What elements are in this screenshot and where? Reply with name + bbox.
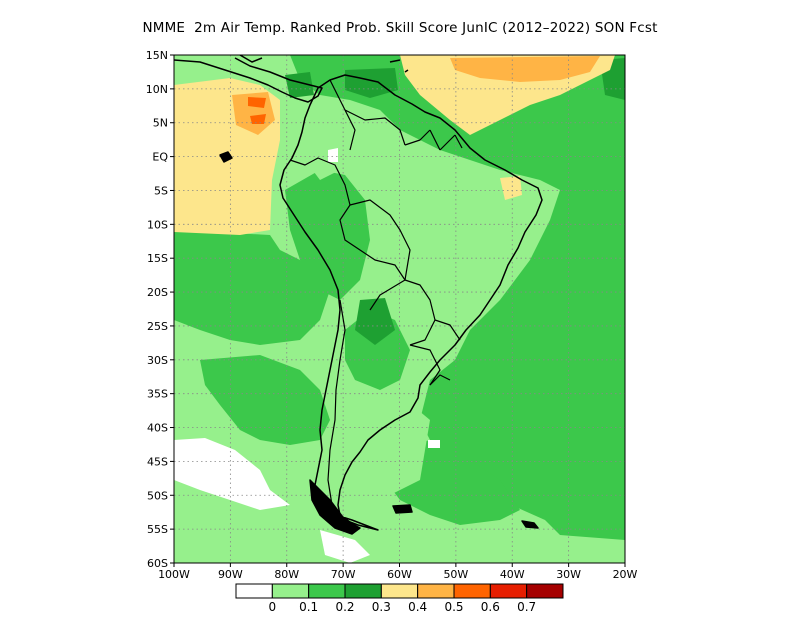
field-red-pacific	[248, 97, 266, 108]
border-brazil-bolivia	[349, 199, 411, 311]
lat-tick-label: 40S	[147, 422, 168, 435]
colorbar-swatch	[344, 583, 382, 599]
border-colombia-venezuela	[329, 79, 406, 151]
lon-tick-label: 40W	[500, 568, 525, 581]
colorbar-label: 0	[269, 600, 277, 614]
lat-tick-label: 45S	[147, 455, 168, 468]
colorbar-label: 0.2	[335, 600, 354, 614]
field-red-pacific-2	[250, 114, 266, 124]
lat-tick-label: 30S	[147, 354, 168, 367]
lat-tick-label: 15S	[147, 252, 168, 265]
lat-tick-label: 60S	[147, 557, 168, 570]
border-ecuador-peru	[289, 157, 406, 281]
field-light-green-brazil	[478, 200, 540, 255]
lon-tick-label: 80W	[274, 568, 299, 581]
colorbar-swatch	[235, 583, 273, 599]
colorbar-swatch	[308, 583, 346, 599]
field-white-amazon	[328, 148, 338, 162]
latitude-axis: 15N 10N 5N EQ 5S 10S 15S 20S 25S 30S 35S 40S 45S 50S 5…	[146, 49, 174, 570]
coastline-south-georgia	[521, 520, 539, 529]
colorbar-swatch	[453, 583, 491, 599]
colorbar-label: 0.7	[517, 600, 536, 614]
colorbar-label: 0.3	[372, 600, 391, 614]
lat-tick-label: 20S	[147, 286, 168, 299]
field-orange-caribbean	[450, 56, 600, 82]
lat-tick-label: 5S	[154, 184, 168, 197]
colorbar-swatch	[380, 583, 419, 599]
colorbar-swatch	[271, 583, 310, 599]
lon-tick-label: 60W	[387, 568, 412, 581]
border-chile-argentina	[327, 299, 346, 506]
field-light-green-south	[330, 395, 430, 500]
lat-tick-label: EQ	[152, 151, 168, 164]
field-dark-green-2	[285, 72, 314, 98]
lon-tick-label: 100W	[158, 568, 190, 581]
colorbar-label: 0.4	[408, 600, 427, 614]
colorbar-label: 0.1	[299, 600, 318, 614]
field-white-sw	[174, 438, 290, 510]
field-medium-green-andes	[285, 170, 370, 300]
border-guianas	[404, 129, 463, 151]
lat-tick-label: 5N	[153, 117, 168, 130]
field-white-sw-2	[320, 530, 370, 563]
field-yellow-ne-brazil	[500, 176, 522, 200]
lon-tick-label: 30W	[556, 568, 581, 581]
lat-tick-label: 35S	[147, 388, 168, 401]
coastline-galapagos	[219, 151, 233, 163]
lon-tick-label: 50W	[443, 568, 468, 581]
field-light-green-central	[405, 260, 470, 300]
colorbar: 0 0.1 0.2 0.3 0.4 0.5 0.6 0.7	[235, 583, 564, 614]
lon-tick-label: 70W	[331, 568, 356, 581]
lat-tick-label: 55S	[147, 523, 168, 536]
lat-tick-label: 25S	[147, 320, 168, 333]
border-uruguay	[429, 374, 451, 386]
colorbar-label: 0.6	[481, 600, 500, 614]
lat-tick-label: 10S	[147, 218, 168, 231]
field-medium-green-west	[174, 230, 330, 345]
longitude-axis: 100W 90W 80W 70W 60W 50W 40W 30W 20W	[158, 563, 638, 581]
field-white-dot	[428, 440, 440, 448]
colorbar-swatch	[417, 583, 455, 599]
coastline-caribbean	[239, 55, 409, 73]
colorbar-swatch	[526, 583, 564, 599]
coastline-central-america	[174, 57, 323, 103]
lat-tick-label: 10N	[146, 83, 168, 96]
field-dark-green-3	[355, 298, 395, 345]
border-paraguay	[404, 279, 436, 346]
colorbar-label: 0.5	[444, 600, 463, 614]
field-medium-green-pacific	[200, 355, 330, 445]
field-medium-green-east	[290, 55, 625, 540]
lat-tick-label: 15N	[146, 49, 168, 62]
border-argentina-brazil	[409, 319, 461, 386]
lon-tick-label: 90W	[218, 568, 243, 581]
field-dark-green-1	[345, 68, 398, 98]
lat-tick-label: 50S	[147, 489, 168, 502]
coastline-falklands	[392, 504, 413, 514]
coastlines	[174, 55, 543, 535]
colorbar-swatch	[489, 583, 528, 599]
chart-title: NMME 2m Air Temp. Ranked Prob. Skill Sco…	[142, 20, 658, 36]
coastline-south-america	[279, 74, 543, 531]
lon-tick-label: 20W	[613, 568, 638, 581]
coastline-tierra-del-fuego	[309, 479, 361, 535]
skill-field	[174, 55, 625, 563]
